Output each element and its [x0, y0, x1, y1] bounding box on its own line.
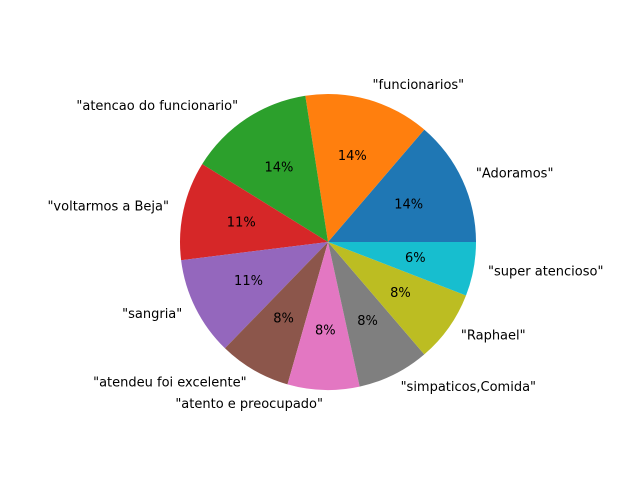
pie-slice: [181, 242, 328, 349]
slice-category-label: "funcionarios": [373, 78, 465, 93]
slice-category-label: "sangria": [122, 307, 182, 322]
pie-slice: [328, 242, 467, 355]
slice-percent-label: 8%: [315, 323, 336, 338]
pie-slice: [328, 242, 476, 296]
slice-percent-label: 8%: [357, 314, 378, 329]
slice-category-label: "atencao do funcionario": [76, 99, 238, 114]
slice-percent-label: 8%: [390, 286, 411, 301]
pie-slice: [328, 242, 425, 387]
slice-category-label: "simpaticos,Comida": [401, 380, 536, 395]
pie-slice: [179, 164, 328, 261]
slice-percent-label: 11%: [234, 274, 263, 289]
slice-category-label: "Raphael": [461, 329, 526, 344]
pie-slice: [328, 129, 476, 242]
slice-percent-label: 11%: [227, 216, 256, 231]
slice-percent-label: 14%: [394, 197, 423, 212]
slice-percent-label: 14%: [338, 149, 367, 164]
slice-percent-label: 6%: [405, 251, 426, 266]
pie-slice: [224, 242, 328, 385]
slice-category-label: "super atencioso": [488, 264, 603, 279]
slice-percent-label: 8%: [273, 311, 294, 326]
slice-category-label: "Adoramos": [476, 166, 554, 181]
slice-percent-label: 14%: [264, 160, 293, 175]
pie-slice: [287, 242, 360, 390]
pie-slice: [202, 95, 328, 242]
pie-slice: [305, 93, 425, 242]
slice-category-label: "atento e preocupado": [175, 397, 323, 412]
slice-category-label: "atendeu foi excelente": [93, 375, 246, 390]
percent-labels: 14% 14% 14% 11% 11% 8% 8% 8% 8% 6%: [227, 149, 426, 338]
slice-category-label: "voltarmos a Beja": [47, 200, 169, 215]
pie-slices: [179, 93, 476, 390]
category-labels: "Adoramos" "funcionarios" "atencao do func…: [47, 78, 603, 412]
